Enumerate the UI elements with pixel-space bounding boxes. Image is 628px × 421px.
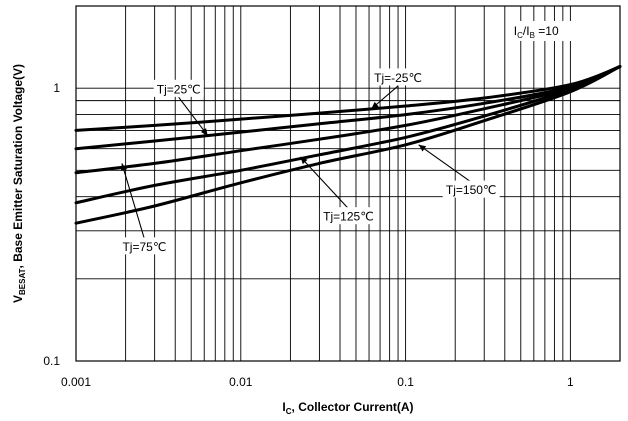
x-tick-label: 0.01	[229, 375, 253, 389]
annotation-arrow	[300, 156, 349, 210]
annotation-bg	[369, 68, 427, 86]
annotation-arrow	[121, 163, 145, 240]
plot-frame	[75, 5, 621, 362]
annotation-0: Tj=25℃	[153, 79, 209, 136]
tick-labels: 0.001 0.01 0.1 1 0.1 1	[43, 81, 574, 389]
condition-label: IC/IB =10	[509, 20, 594, 41]
annotation-3: Tj=125℃	[300, 156, 377, 225]
series-line-3	[74, 65, 622, 205]
annotation-arrowhead	[371, 101, 379, 109]
series-line-2	[74, 65, 622, 175]
x-axis-title: IC, Collector Current(A)	[282, 400, 413, 416]
annotation-arrowhead	[418, 144, 427, 152]
annotation-label: Tj=125℃	[323, 210, 374, 224]
x-tick-label: 0.001	[61, 375, 91, 389]
annotation-label: Tj=25℃	[157, 82, 201, 96]
annotation-bg	[319, 207, 377, 225]
annotation-bg	[119, 237, 170, 255]
curves	[74, 65, 622, 225]
annotations: Tj=25℃ Tj=-25℃ Tj=150℃ Tj=125℃ Tj=75℃	[119, 68, 500, 255]
y-tick-label: 1	[53, 81, 60, 95]
series-line-4	[74, 65, 622, 225]
annotation-arrow	[418, 144, 472, 183]
grid	[75, 5, 621, 362]
y-tick-label: 0.1	[43, 354, 60, 368]
annotation-arrow	[178, 96, 209, 136]
series-line-0	[74, 65, 622, 132]
y-axis-title: VBESAT, Base Emitter Saturation Voltage(…	[11, 64, 27, 303]
annotation-arrowhead	[120, 163, 128, 171]
condition-text: IC/IB =10	[514, 24, 559, 40]
x-tick-label: 0.1	[397, 375, 414, 389]
series-line-1	[74, 65, 622, 151]
annotation-label: Tj=75℃	[122, 240, 166, 254]
annotation-bg	[442, 180, 500, 198]
x-tick-label: 1	[567, 375, 574, 389]
annotation-label: Tj=150℃	[446, 183, 497, 197]
annotation-4: Tj=75℃	[119, 163, 170, 255]
annotation-2: Tj=150℃	[418, 144, 500, 198]
annotation-1: Tj=-25℃	[369, 68, 427, 110]
annotation-label: Tj=-25℃	[374, 71, 422, 85]
annotation-arrowhead	[200, 128, 208, 136]
annotation-bg	[153, 79, 204, 97]
annotation-arrowhead	[300, 156, 308, 165]
